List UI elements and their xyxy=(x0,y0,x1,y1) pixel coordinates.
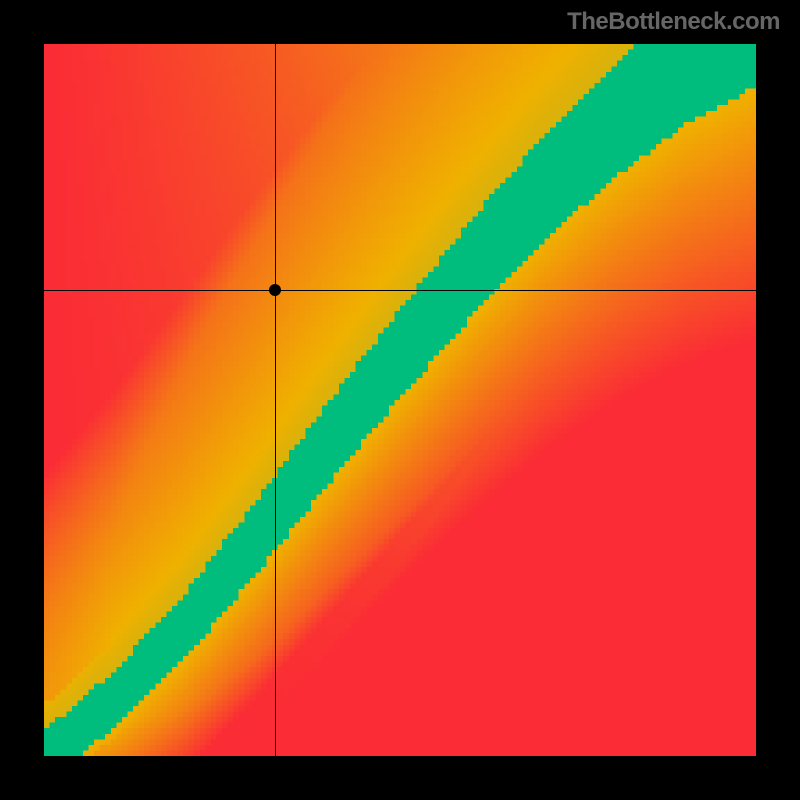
plot-area xyxy=(44,44,756,756)
crosshair-dot xyxy=(269,284,281,296)
heatmap-canvas xyxy=(44,44,756,756)
watermark-text: TheBottleneck.com xyxy=(567,8,780,36)
crosshair-vertical xyxy=(275,44,276,756)
chart-outer: TheBottleneck.com xyxy=(0,0,800,800)
crosshair-horizontal xyxy=(44,290,756,291)
